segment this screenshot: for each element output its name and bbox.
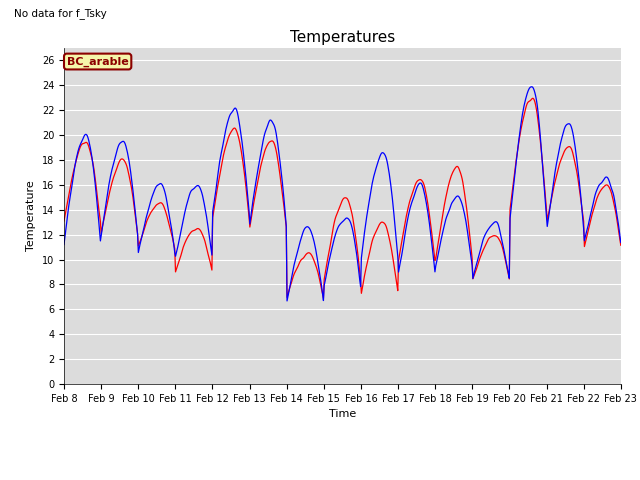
Tsurf — [214, 176, 221, 182]
Tair — [70, 166, 78, 172]
Tsurf — [283, 298, 291, 304]
Line: Tair: Tair — [64, 98, 621, 298]
Tair — [411, 183, 419, 189]
Tair — [184, 234, 192, 240]
Tsurf — [70, 168, 78, 174]
Tair — [529, 96, 536, 101]
Tair — [127, 184, 135, 190]
Tsurf — [60, 241, 68, 247]
Line: Tsurf: Tsurf — [64, 87, 621, 301]
Tsurf — [428, 234, 435, 240]
Tair — [428, 225, 435, 230]
Tair — [214, 185, 221, 191]
Tair — [60, 218, 68, 224]
Tair — [319, 295, 327, 301]
Text: No data for f_Tsky: No data for f_Tsky — [14, 8, 107, 19]
Tsurf — [127, 175, 135, 180]
Tair — [617, 242, 625, 248]
X-axis label: Time: Time — [329, 409, 356, 419]
Text: BC_arable: BC_arable — [67, 56, 129, 67]
Tsurf — [617, 240, 625, 245]
Y-axis label: Temperature: Temperature — [26, 180, 36, 252]
Tsurf — [528, 84, 536, 90]
Tsurf — [411, 191, 419, 197]
Title: Temperatures: Temperatures — [290, 30, 395, 46]
Tsurf — [184, 197, 192, 203]
